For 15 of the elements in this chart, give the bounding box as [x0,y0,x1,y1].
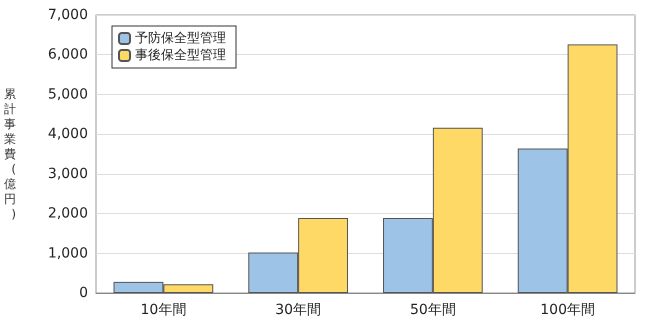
y-tick-label: 1,000 [48,245,88,262]
y-tick-label: 5,000 [48,86,88,102]
legend-label: 予防保全型管理 [135,31,226,46]
x-tick-label: 50年間 [410,302,456,318]
x-tick-label: 10年間 [140,302,186,318]
x-tick-label: 100年間 [540,302,595,318]
x-tick-label: 30年間 [275,302,322,318]
text: 累計事業費(億円) [4,87,16,221]
y-tick-label: 3,000 [48,166,88,182]
y-tick-label: 0 [79,285,88,301]
legend-label: 事後保全型管理 [135,48,226,63]
y-tick-label: 2,000 [48,206,88,222]
y-tick-label: 7,000 [48,7,88,23]
y-tick-label: 6,000 [48,46,88,63]
y-tick-label: 4,000 [48,126,88,142]
